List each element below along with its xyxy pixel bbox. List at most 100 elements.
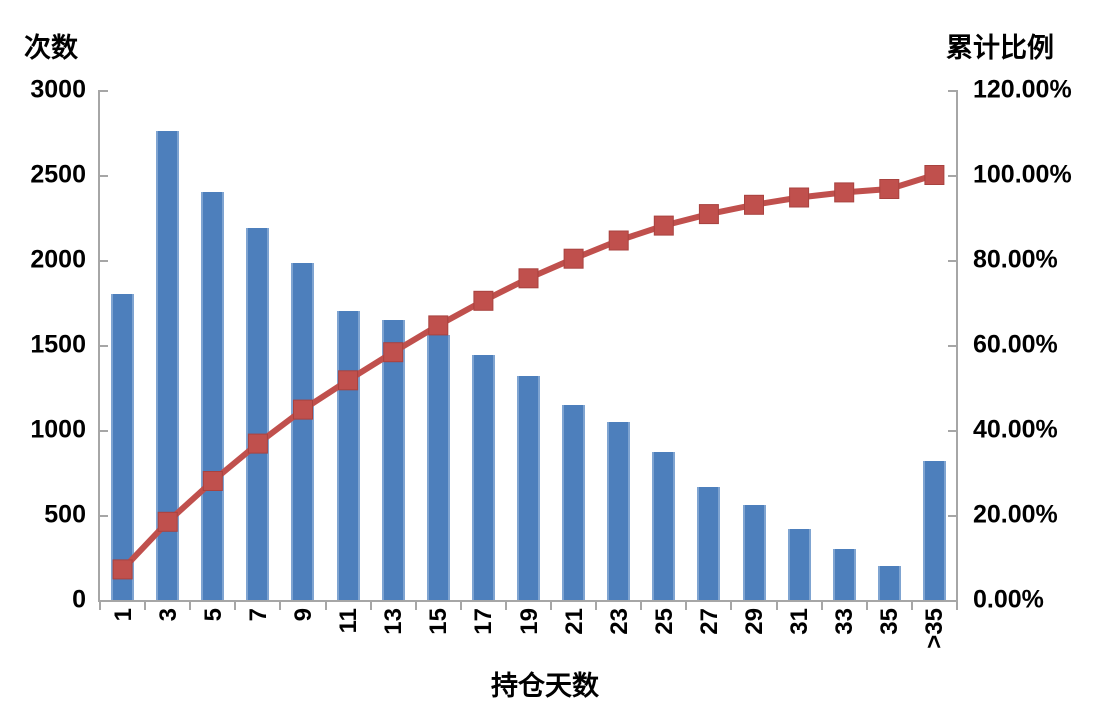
x-axis-tickmark	[279, 602, 282, 610]
x-axis-tick-label: 7	[244, 608, 272, 622]
right-axis-tickmark	[948, 345, 956, 347]
left-axis-tick-label: 2500	[30, 160, 86, 189]
bar	[652, 452, 676, 600]
cumulative-line-series	[112, 165, 945, 580]
x-axis-tick-label: 35	[876, 608, 904, 635]
left-axis-title: 次数	[24, 33, 78, 63]
right-axis-tick-label: 20.00%	[973, 500, 1058, 529]
left-axis-tick-label: 500	[44, 500, 86, 529]
x-axis-tickmark	[910, 602, 913, 610]
left-axis-tickmark	[100, 90, 108, 92]
x-axis-tick-label: 13	[380, 608, 408, 635]
right-axis-tick-label: 60.00%	[973, 330, 1058, 359]
x-axis-tickmark	[369, 602, 372, 610]
right-axis-tickmark	[948, 260, 956, 262]
bar	[471, 355, 495, 600]
bar	[922, 461, 946, 600]
x-axis-tickmark	[595, 602, 598, 610]
x-axis-tick-label: 25	[650, 608, 678, 635]
x-axis-tickmark	[144, 602, 147, 610]
right-axis-tickmark	[948, 600, 956, 602]
x-axis-tickmark	[504, 602, 507, 610]
right-axis-line	[956, 90, 958, 602]
x-axis-tickmark	[550, 602, 553, 610]
bar	[562, 404, 586, 600]
bar	[291, 263, 315, 600]
bar	[156, 130, 180, 600]
line-marker	[879, 179, 900, 199]
x-axis-tick-label: 15	[425, 608, 453, 635]
x-axis-tick-label: 1	[109, 608, 137, 622]
x-axis-tickmark	[324, 602, 327, 610]
x-axis-tickmark	[865, 602, 868, 610]
x-axis-title: 持仓天数	[491, 671, 599, 701]
line-marker	[473, 290, 494, 311]
x-axis-tick-label: 19	[515, 608, 543, 635]
bar	[426, 334, 450, 600]
bar	[381, 319, 405, 600]
x-axis-tick-label: 9	[289, 608, 317, 622]
x-axis-tick-label: 29	[741, 608, 769, 635]
right-axis-tickmark	[948, 175, 956, 177]
line-marker	[744, 194, 764, 215]
line-marker	[789, 187, 810, 208]
x-axis-tickmark	[730, 602, 733, 610]
right-axis-tickmark	[948, 90, 956, 92]
right-axis-tick-label: 100.00%	[973, 160, 1072, 189]
x-axis-tickmark	[414, 602, 417, 610]
x-axis-line	[98, 600, 958, 602]
bar	[111, 294, 135, 600]
x-axis-tick-label: 5	[199, 608, 227, 622]
line-marker	[338, 370, 359, 391]
left-axis-tick-label: 3000	[30, 75, 86, 104]
right-axis-tick-label: 0.00%	[973, 585, 1044, 614]
bar	[201, 192, 225, 600]
left-axis-tick-label: 0	[72, 585, 86, 614]
right-axis-tick-label: 120.00%	[973, 75, 1072, 104]
left-axis-tickmark	[100, 260, 108, 262]
x-axis-tick-label: >35	[921, 608, 949, 649]
x-axis-tick-label: 17	[470, 608, 498, 635]
x-axis-tick-label: 3	[154, 608, 182, 622]
bar	[832, 549, 856, 600]
bar	[742, 504, 766, 600]
left-axis-tickmark	[100, 430, 108, 432]
x-axis-tick-label: 33	[831, 608, 859, 635]
x-axis-tickmark	[99, 602, 101, 610]
left-axis-tickmark	[100, 175, 108, 177]
x-axis-tick-label: 11	[335, 608, 363, 634]
cumulative-line	[120, 172, 936, 572]
x-axis-tick-label: 21	[560, 608, 588, 635]
bar	[246, 227, 270, 600]
right-axis-tickmark	[948, 430, 956, 432]
x-axis-tickmark	[775, 602, 778, 610]
x-axis-tick-label: 27	[695, 608, 723, 635]
left-axis-tickmark	[100, 600, 108, 602]
x-axis-tick-label: 31	[786, 608, 814, 635]
left-axis-tick-label: 1500	[30, 330, 86, 359]
line-marker	[518, 268, 539, 289]
x-axis-tick-label: 23	[605, 608, 633, 635]
bar	[607, 421, 631, 600]
line-marker	[247, 433, 268, 454]
left-axis-tickmark	[100, 515, 108, 517]
right-axis-title: 累计比例	[946, 33, 1054, 63]
x-axis-tickmark	[234, 602, 237, 610]
line-marker	[563, 248, 584, 269]
x-axis-tickmark	[640, 602, 643, 610]
right-axis-tick-label: 80.00%	[973, 245, 1058, 274]
x-axis-tickmark	[459, 602, 462, 610]
line-marker	[834, 182, 855, 203]
right-axis-tickmark	[948, 515, 956, 517]
line-marker	[112, 559, 133, 580]
x-axis-tickmark	[820, 602, 823, 610]
x-axis-tickmark	[956, 602, 958, 610]
x-axis-tickmark	[189, 602, 192, 610]
line-marker	[157, 511, 178, 532]
left-axis-tick-label: 1000	[30, 415, 86, 444]
bar	[517, 375, 540, 600]
line-marker	[293, 399, 313, 420]
bar	[697, 486, 721, 600]
right-axis-tick-label: 40.00%	[973, 415, 1058, 444]
